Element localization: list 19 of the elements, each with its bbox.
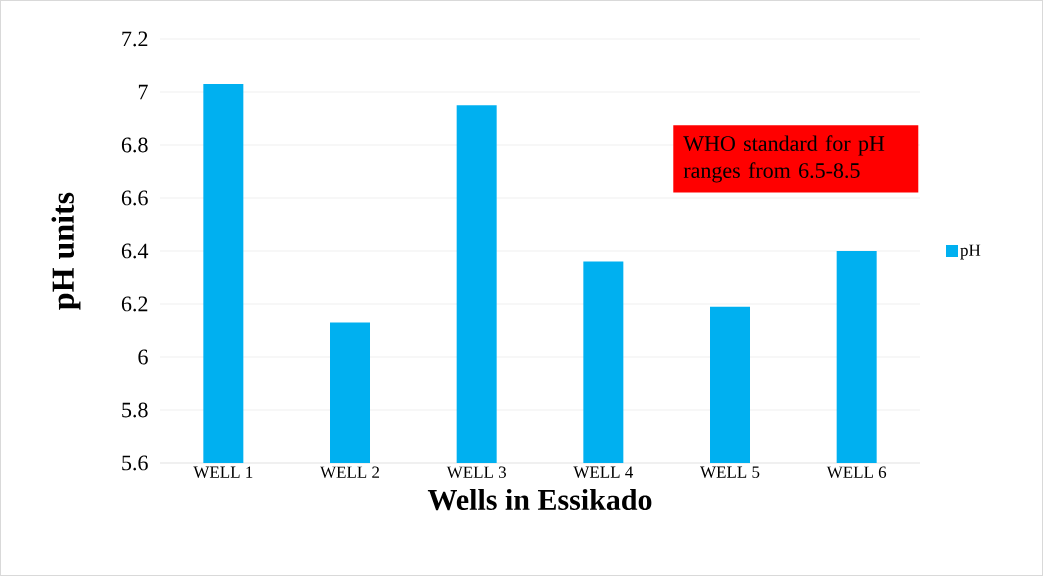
y-axis-title: pH units	[51, 192, 81, 310]
y-tick-label: 5.6	[122, 455, 148, 471]
x-tick-label: WELL 1	[193, 466, 253, 479]
x-tick-label: WELL 6	[826, 466, 887, 479]
y-tick-label: 6.8	[121, 137, 148, 153]
x-tick-label: WELL 5	[700, 466, 760, 478]
y-tick-label: 5.8	[122, 402, 148, 418]
y-tick-label: 6.2	[121, 296, 148, 312]
y-tick-label: 6.6	[121, 190, 148, 206]
y-tick-label: 6	[138, 349, 148, 365]
y-tick-label: 7	[138, 84, 148, 100]
x-tick-label: WELL 4	[573, 466, 634, 478]
x-tick-label: WELL 3	[446, 466, 506, 479]
y-tick-label: 6.4	[121, 243, 149, 259]
y-tick-label: 7.2	[122, 31, 148, 47]
legend-label: pH	[960, 244, 981, 260]
x-axis-title: Wells in Essikado	[427, 488, 652, 511]
annotation: WHO standard for pH ranges from 6.5-8.5	[683, 135, 885, 183]
x-tick-label: WELL 2	[320, 466, 380, 479]
